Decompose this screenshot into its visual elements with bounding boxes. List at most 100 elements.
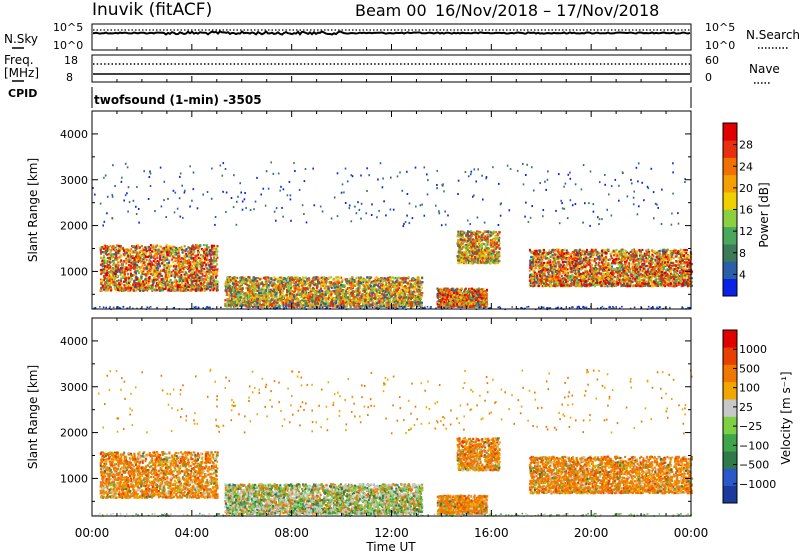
echo-point [148, 255, 151, 258]
echo-point [156, 260, 159, 263]
echo-point [187, 259, 190, 262]
echo-point [384, 303, 387, 306]
echo-point [304, 300, 307, 303]
echo-point [192, 267, 195, 270]
echo-point [100, 256, 103, 260]
echo-point [307, 277, 310, 280]
echo-point [226, 278, 229, 281]
echo-point [349, 305, 352, 308]
echo-point [297, 283, 300, 286]
echo-point [155, 269, 158, 272]
echo-point [371, 298, 373, 301]
echo-point [210, 264, 213, 267]
echo-point [110, 260, 113, 263]
echo-point [172, 252, 175, 255]
echo-point [151, 263, 154, 266]
echo-point [361, 282, 364, 285]
echo-point [194, 289, 197, 292]
echo-point [136, 269, 139, 272]
echo-point [125, 282, 128, 285]
echo-point [370, 276, 373, 279]
echo-point [406, 282, 409, 285]
echo-point [383, 287, 386, 290]
echo-point [209, 253, 212, 256]
echo-point [149, 279, 152, 282]
echo-point [342, 293, 345, 296]
echo-point [144, 286, 147, 290]
echo-point [170, 273, 173, 276]
echo-point [167, 246, 170, 249]
echo-point [197, 283, 200, 286]
echo-point [195, 287, 198, 290]
echo-point [178, 278, 181, 281]
echo-point [162, 279, 165, 282]
echo-point [157, 267, 160, 270]
echo-point [121, 266, 123, 269]
echo-point [119, 274, 122, 277]
echo-point [391, 300, 394, 304]
echo-point [119, 284, 122, 288]
echo-point [244, 299, 247, 302]
echo-point [200, 263, 203, 267]
echo-point [183, 273, 186, 276]
echo-point [101, 262, 104, 266]
echo-point [274, 304, 277, 307]
echo-point [410, 305, 413, 308]
echo-point [154, 289, 157, 292]
echo-point [316, 289, 319, 292]
echo-point [178, 267, 181, 270]
echo-point [194, 254, 197, 257]
echo-point [368, 279, 371, 282]
echo-point [400, 289, 403, 292]
echo-point [107, 286, 109, 289]
echo-point [142, 280, 144, 283]
echo-point [198, 265, 200, 268]
echo-point [206, 284, 209, 287]
echo-point [163, 256, 166, 259]
echo-point [374, 297, 377, 301]
echo-point [115, 288, 118, 292]
echo-point [215, 277, 217, 280]
echo-point [248, 287, 251, 290]
echo-point [305, 298, 308, 301]
echo-point [185, 253, 188, 256]
echo-point [256, 282, 259, 285]
echo-point [103, 288, 105, 291]
echo-point [138, 252, 140, 255]
echo-point [170, 274, 173, 277]
echo-point [109, 277, 112, 281]
echo-point [173, 275, 176, 278]
echo-point [272, 305, 275, 308]
echo-point [193, 275, 196, 278]
echo-point [295, 288, 298, 291]
echo-point [405, 301, 408, 304]
nsearch-label: N.Search [746, 28, 800, 42]
echo-point [230, 278, 232, 281]
echo-point [292, 299, 295, 302]
echo-point [178, 270, 181, 273]
echo-point [163, 265, 166, 268]
echo-point [301, 289, 304, 292]
echo-point [115, 283, 118, 287]
echo-point [234, 277, 237, 280]
echo-point [356, 298, 359, 301]
echo-point [112, 260, 114, 263]
echo-point [102, 286, 105, 289]
echo-point [179, 286, 182, 289]
echo-point [195, 265, 198, 268]
echo-point [396, 283, 399, 286]
echo-point [313, 305, 316, 308]
echo-point [131, 255, 134, 258]
echo-point [382, 294, 385, 297]
echo-point [316, 283, 319, 286]
echo-point [398, 301, 401, 305]
echo-point [104, 281, 107, 284]
echo-point [176, 288, 179, 291]
echo-point [243, 276, 246, 279]
echo-point [191, 280, 194, 283]
echo-point [187, 282, 190, 286]
echo-point [132, 286, 135, 289]
echo-point [170, 265, 173, 268]
echo-point [187, 274, 189, 277]
echo-point [254, 302, 257, 305]
